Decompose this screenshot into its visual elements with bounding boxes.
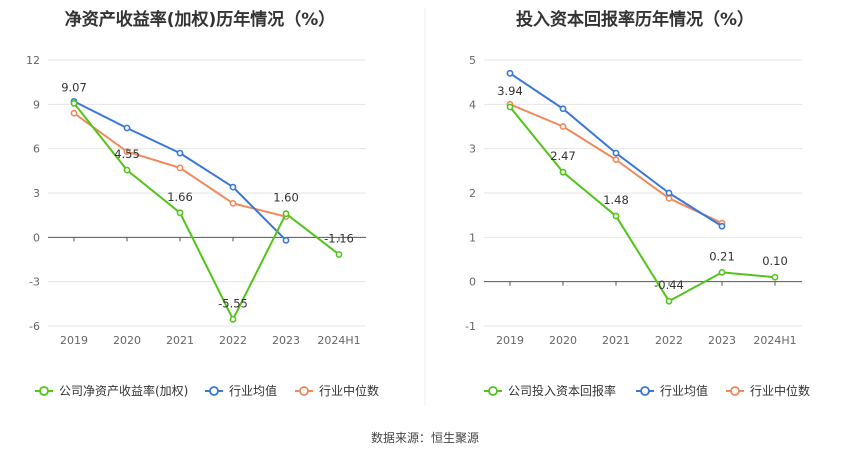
data-point — [123, 148, 131, 156]
y-tick-label: 0 — [469, 276, 476, 289]
legend-item-0[interactable]: 公司净资产收益率(加权) — [35, 383, 188, 398]
data-point — [70, 109, 78, 117]
y-tick-label: 6 — [33, 143, 40, 156]
x-tick-label: 2024H1 — [753, 334, 796, 347]
y-tick-label: -1 — [465, 320, 476, 333]
data-point — [229, 315, 237, 323]
data-point — [559, 168, 567, 176]
y-tick-label: 9 — [33, 98, 40, 111]
y-tick-label: 2 — [469, 187, 476, 200]
x-tick-label: 2019 — [60, 334, 88, 347]
data-point — [506, 69, 514, 77]
x-tick-label: 2021 — [166, 334, 194, 347]
legend-marker-icon — [488, 386, 498, 396]
legend-label: 公司投入资本回报率 — [508, 383, 616, 398]
data-label: 4.55 — [114, 147, 140, 161]
data-point — [718, 222, 726, 230]
data-label: 1.60 — [273, 191, 299, 205]
legend-marker-icon — [299, 386, 309, 396]
y-tick-label: 5 — [469, 54, 476, 67]
y-tick-label: 3 — [33, 187, 40, 200]
data-point — [123, 124, 131, 132]
data-point — [771, 273, 779, 281]
data-label: -5.55 — [218, 296, 248, 310]
data-source-note: 数据来源：恒生聚源 — [371, 430, 479, 445]
x-tick-label: 2023 — [272, 334, 300, 347]
y-tick-label: -3 — [29, 276, 40, 289]
data-label: 1.48 — [603, 193, 629, 207]
data-point — [70, 99, 78, 107]
y-tick-label: -6 — [29, 320, 40, 333]
data-point — [612, 212, 620, 220]
legend-marker-icon — [730, 386, 740, 396]
data-point — [176, 149, 184, 157]
legend-item-0[interactable]: 公司投入资本回报率 — [484, 383, 616, 398]
x-tick-label: 2019 — [496, 334, 524, 347]
data-point — [229, 183, 237, 191]
y-tick-label: 0 — [33, 231, 40, 244]
data-point — [335, 251, 343, 258]
data-label: 2.47 — [550, 149, 576, 163]
x-tick-label: 2024H1 — [317, 334, 360, 347]
legend-marker-icon — [39, 386, 49, 396]
data-label: 9.07 — [61, 80, 87, 94]
y-tick-label: 4 — [469, 98, 476, 111]
legend-label: 公司净资产收益率(加权) — [59, 383, 188, 398]
data-point — [282, 210, 290, 218]
data-label: -1.16 — [324, 231, 354, 245]
legend-marker-icon — [640, 386, 650, 396]
legend-label: 行业中位数 — [750, 383, 810, 398]
x-tick-label: 2020 — [549, 334, 577, 347]
series-line-0 — [73, 102, 340, 321]
y-tick-label: 1 — [469, 231, 476, 244]
legend-label: 行业均值 — [660, 383, 708, 398]
legend-item-2[interactable]: 行业中位数 — [726, 383, 810, 398]
x-tick-label: 2020 — [113, 334, 141, 347]
x-tick-label: 2023 — [708, 334, 736, 347]
data-label: 1.66 — [167, 190, 193, 204]
data-point — [665, 297, 673, 305]
x-tick-label: 2022 — [655, 334, 683, 347]
legend-label: 行业中位数 — [319, 383, 379, 398]
legend-label: 行业均值 — [229, 383, 277, 398]
data-point — [559, 105, 567, 113]
roic-chart-panel: 投入资本回报率历年情况（%） -1 0 1 2 3 4 5 2019 2020 2021 2022 20… — [465, 9, 810, 398]
data-point — [665, 194, 673, 202]
data-point — [718, 268, 726, 276]
data-label: 3.94 — [497, 84, 523, 98]
data-label: -0.44 — [654, 278, 684, 292]
y-tick-label: 3 — [469, 143, 476, 156]
data-point — [282, 236, 290, 244]
data-label: 0.21 — [709, 249, 735, 263]
data-point — [665, 189, 673, 197]
series-line-0 — [509, 106, 776, 303]
data-point — [123, 166, 131, 174]
legend-marker-icon — [209, 386, 219, 396]
legend-item-1[interactable]: 行业均值 — [205, 383, 277, 398]
data-point — [176, 209, 184, 217]
x-tick-label: 2021 — [602, 334, 630, 347]
legend-item-1[interactable]: 行业均值 — [636, 383, 708, 398]
y-tick-label: 12 — [26, 54, 40, 67]
data-label: 0.10 — [762, 254, 788, 268]
roe-chart-panel: 净资产收益率(加权)历年情况（%） -6 -3 0 3 6 9 12 2019 2020 2021 2… — [26, 9, 379, 398]
roic-chart-title: 投入资本回报率历年情况（%） — [516, 9, 754, 30]
roe-chart-title: 净资产收益率(加权)历年情况（%） — [65, 9, 336, 30]
x-tick-label: 2022 — [219, 334, 247, 347]
data-point — [559, 123, 567, 130]
data-point — [612, 156, 620, 164]
data-point — [506, 103, 514, 111]
data-point — [176, 164, 184, 172]
data-point — [229, 199, 237, 207]
data-point — [612, 149, 620, 157]
legend-item-2[interactable]: 行业中位数 — [295, 383, 379, 398]
